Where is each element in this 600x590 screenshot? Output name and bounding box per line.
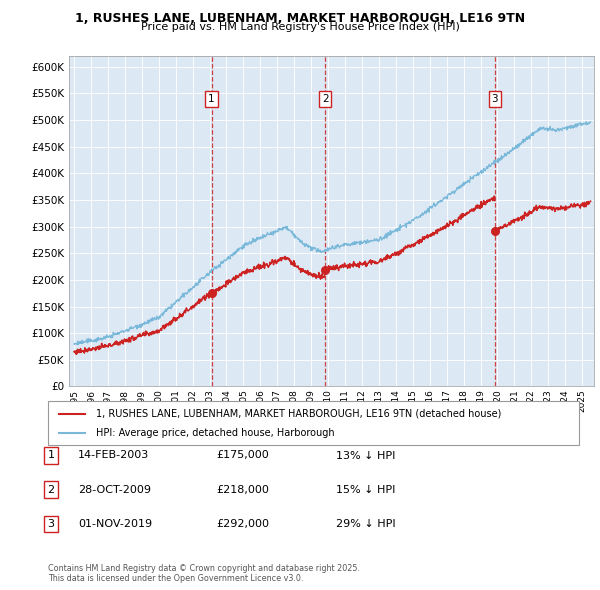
Text: 1: 1 <box>208 94 215 104</box>
Text: 29% ↓ HPI: 29% ↓ HPI <box>336 519 395 529</box>
Text: 2: 2 <box>322 94 328 104</box>
Text: Price paid vs. HM Land Registry's House Price Index (HPI): Price paid vs. HM Land Registry's House … <box>140 22 460 32</box>
Text: £218,000: £218,000 <box>216 485 269 494</box>
Text: HPI: Average price, detached house, Harborough: HPI: Average price, detached house, Harb… <box>96 428 334 438</box>
Text: 13% ↓ HPI: 13% ↓ HPI <box>336 451 395 460</box>
FancyBboxPatch shape <box>48 401 579 445</box>
Text: 1: 1 <box>47 451 55 460</box>
Text: £175,000: £175,000 <box>216 451 269 460</box>
Text: 14-FEB-2003: 14-FEB-2003 <box>78 451 149 460</box>
Text: 28-OCT-2009: 28-OCT-2009 <box>78 485 151 494</box>
Text: 01-NOV-2019: 01-NOV-2019 <box>78 519 152 529</box>
Text: Contains HM Land Registry data © Crown copyright and database right 2025.: Contains HM Land Registry data © Crown c… <box>48 565 360 573</box>
Text: 3: 3 <box>47 519 55 529</box>
Text: 2: 2 <box>47 485 55 494</box>
Text: 15% ↓ HPI: 15% ↓ HPI <box>336 485 395 494</box>
Text: 1, RUSHES LANE, LUBENHAM, MARKET HARBOROUGH, LE16 9TN (detached house): 1, RUSHES LANE, LUBENHAM, MARKET HARBORO… <box>96 409 501 418</box>
Text: This data is licensed under the Open Government Licence v3.0.: This data is licensed under the Open Gov… <box>48 574 304 583</box>
Text: £292,000: £292,000 <box>216 519 269 529</box>
Text: 1, RUSHES LANE, LUBENHAM, MARKET HARBOROUGH, LE16 9TN: 1, RUSHES LANE, LUBENHAM, MARKET HARBORO… <box>75 12 525 25</box>
Text: 3: 3 <box>491 94 498 104</box>
